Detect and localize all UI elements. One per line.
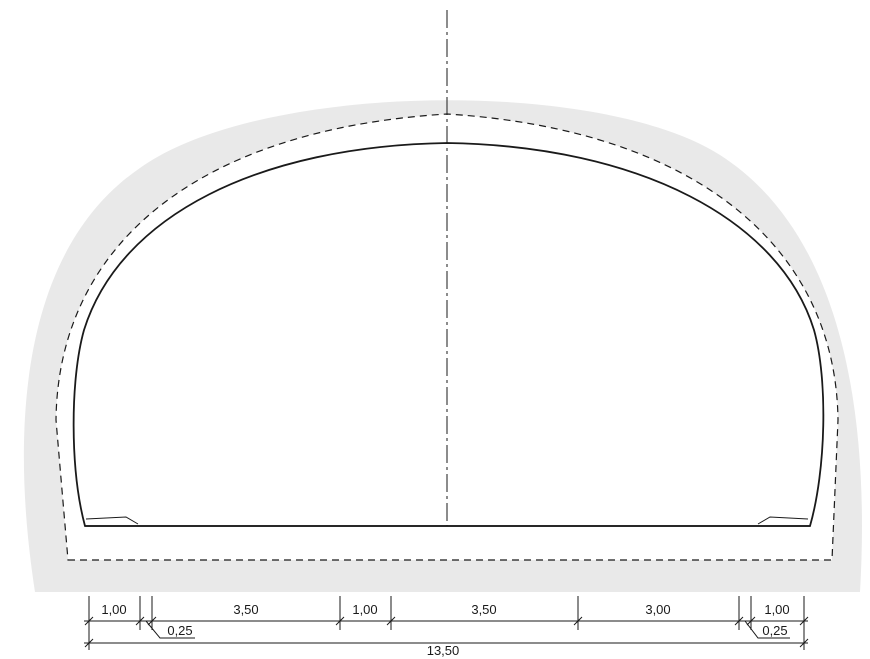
dim-sidewalk-right: 1,00: [764, 602, 789, 617]
dim-total-width: 13,50: [427, 643, 460, 658]
dim-sidewalk-left: 1,00: [101, 602, 126, 617]
dim-lane-1: 3,50: [233, 602, 258, 617]
dim-lane-3: 3,00: [645, 602, 670, 617]
right-curb: [757, 516, 809, 525]
dim-median: 1,00: [352, 602, 377, 617]
dimension-lines: [84, 596, 809, 650]
left-curb: [85, 516, 139, 525]
dim-lane-2: 3,50: [471, 602, 496, 617]
dim-offset-right: 0,25: [762, 623, 787, 638]
dim-offset-left: 0,25: [167, 623, 192, 638]
